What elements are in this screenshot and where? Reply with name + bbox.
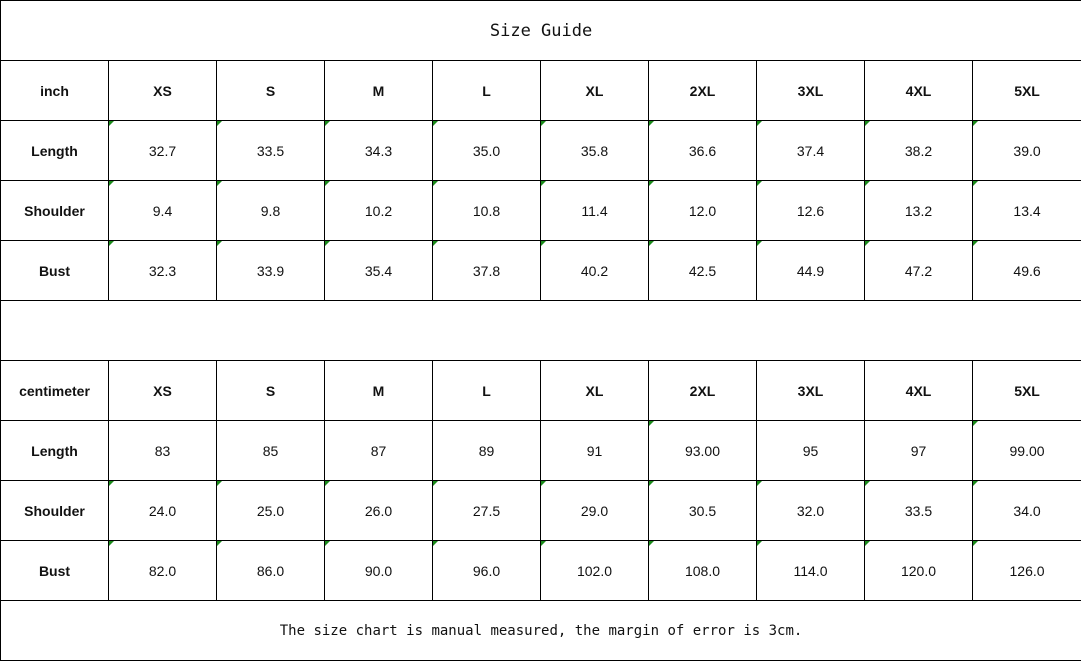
title-row: Size Guide [0,0,1081,61]
measurement-cell: 30.5 [648,480,757,541]
size-header: 2XL [648,360,757,421]
row-label: Shoulder [0,180,109,241]
unit-header: inch [0,60,109,121]
measurement-cell: 44.9 [756,240,865,301]
size-header: 5XL [971,60,1081,121]
measurement-cell: 97 [864,420,973,481]
measurement-cell: 89 [432,420,541,481]
measurement-cell: 27.5 [432,480,541,541]
size-header: M [324,360,433,421]
measurement-cell: 11.4 [540,180,649,241]
measurement-cell: 38.2 [864,120,973,181]
measurement-cell: 12.6 [756,180,865,241]
row-label: Shoulder [0,480,109,541]
table-row: Shoulder 9.4 9.8 10.2 10.8 11.4 12.0 12.6 13.2 13… [0,180,1081,241]
measurement-cell: 86.0 [216,540,325,601]
page-title: Size Guide [0,0,1081,61]
spacer-row [0,300,1081,361]
header-row: centimeter XS S M L XL 2XL 3XL 4XL 5XL [0,360,1081,421]
size-header: 3XL [756,360,865,421]
measurement-cell: 35.0 [432,120,541,181]
size-header: 2XL [648,60,757,121]
measurement-cell: 13.2 [864,180,973,241]
measurement-cell: 49.6 [971,240,1081,301]
measurement-cell: 108.0 [648,540,757,601]
measurement-cell: 29.0 [540,480,649,541]
table-row: Length 32.7 33.5 34.3 35.0 35.8 36.6 37.4 38.2 39… [0,120,1081,181]
measurement-cell: 26.0 [324,480,433,541]
measurement-cell: 91 [540,420,649,481]
measurement-cell: 32.7 [108,120,217,181]
size-header: S [216,60,325,121]
measurement-cell: 39.0 [971,120,1081,181]
measurement-cell: 40.2 [540,240,649,301]
footnote: The size chart is manual measured, the m… [0,600,1081,661]
size-header: XL [540,60,649,121]
measurement-cell: 10.8 [432,180,541,241]
measurement-cell: 120.0 [864,540,973,601]
empty-cell [0,300,1081,361]
measurement-cell: 33.9 [216,240,325,301]
measurement-cell: 37.8 [432,240,541,301]
measurement-cell: 95 [756,420,865,481]
row-label: Bust [0,240,109,301]
size-header: L [432,60,541,121]
size-header: XL [540,360,649,421]
size-header: S [216,360,325,421]
measurement-cell: 114.0 [756,540,865,601]
measurement-cell: 25.0 [216,480,325,541]
measurement-cell: 35.8 [540,120,649,181]
measurement-cell: 99.00 [971,420,1081,481]
size-header: XS [108,60,217,121]
measurement-cell: 82.0 [108,540,217,601]
measurement-cell: 34.0 [971,480,1081,541]
measurement-cell: 32.0 [756,480,865,541]
measurement-cell: 35.4 [324,240,433,301]
measurement-cell: 33.5 [216,120,325,181]
measurement-cell: 34.3 [324,120,433,181]
table-row: Length 83 85 87 89 91 93.00 95 97 99.00 [0,420,1081,481]
measurement-cell: 13.4 [971,180,1081,241]
measurement-cell: 24.0 [108,480,217,541]
measurement-cell: 42.5 [648,240,757,301]
size-header: 4XL [864,60,973,121]
measurement-cell: 47.2 [864,240,973,301]
measurement-cell: 37.4 [756,120,865,181]
row-label: Bust [0,540,109,601]
measurement-cell: 85 [216,420,325,481]
measurement-cell: 36.6 [648,120,757,181]
unit-header: centimeter [0,360,109,421]
measurement-cell: 32.3 [108,240,217,301]
measurement-cell: 9.4 [108,180,217,241]
measurement-cell: 9.8 [216,180,325,241]
table-row: Bust 32.3 33.9 35.4 37.8 40.2 42.5 44.9 47.2 49.6 [0,240,1081,301]
row-label: Length [0,420,109,481]
size-header: 3XL [756,60,865,121]
measurement-cell: 93.00 [648,420,757,481]
measurement-cell: 102.0 [540,540,649,601]
measurement-cell: 96.0 [432,540,541,601]
measurement-cell: 12.0 [648,180,757,241]
measurement-cell: 10.2 [324,180,433,241]
size-header: M [324,60,433,121]
size-header: 4XL [864,360,973,421]
table-row: Shoulder 24.0 25.0 26.0 27.5 29.0 30.5 32.0 33.5… [0,480,1081,541]
header-row: inch XS S M L XL 2XL 3XL 4XL 5XL [0,60,1081,121]
note-row: The size chart is manual measured, the m… [0,600,1081,661]
measurement-cell: 90.0 [324,540,433,601]
size-header: L [432,360,541,421]
measurement-cell: 83 [108,420,217,481]
size-header: 5XL [971,360,1081,421]
size-header: XS [108,360,217,421]
measurement-cell: 33.5 [864,480,973,541]
table-row: Bust 82.0 86.0 90.0 96.0 102.0 108.0 114.0 120.0… [0,540,1081,601]
measurement-cell: 126.0 [971,540,1081,601]
row-label: Length [0,120,109,181]
measurement-cell: 87 [324,420,433,481]
